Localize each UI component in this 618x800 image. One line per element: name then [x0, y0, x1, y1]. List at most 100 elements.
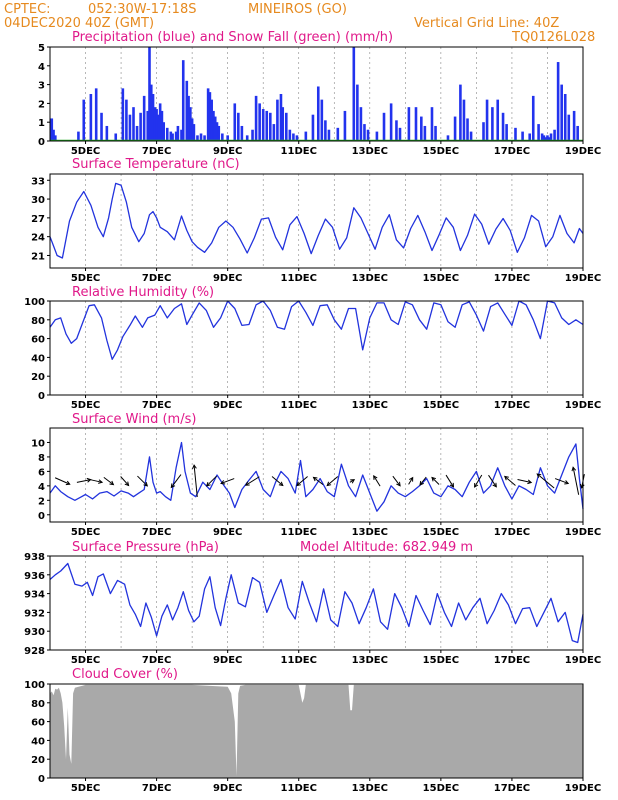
wind-xtick-label: 17DEC	[494, 527, 530, 538]
precip-ytick-label: 2	[38, 99, 45, 110]
precip-bar	[352, 47, 356, 141]
precip-bar	[343, 110, 347, 141]
wind-arrow-head	[326, 481, 332, 487]
precip-bar	[196, 135, 199, 141]
precip-bar	[528, 133, 531, 141]
precip-bar	[327, 129, 331, 141]
humidity-xtick-label: 13DEC	[352, 400, 388, 411]
precip-bar	[149, 84, 153, 141]
precip-bar	[221, 133, 224, 141]
humidity-xtick-label: 9DEC	[213, 400, 242, 411]
precip-bar	[336, 127, 340, 141]
wind-arrow	[90, 479, 103, 483]
precip-bar	[190, 118, 194, 141]
temperature-frame	[49, 173, 584, 269]
precip-bar	[540, 133, 544, 141]
precip-bar	[139, 112, 142, 141]
wind-arrow	[554, 478, 569, 484]
wind-arrow-head	[503, 475, 509, 481]
cloud-ytick-label: 20	[31, 755, 45, 766]
pressure-xtick-label: 17DEC	[494, 655, 530, 666]
precip-bar	[265, 110, 269, 141]
wind-arrow	[517, 478, 532, 484]
wind-arrow	[120, 476, 129, 486]
wind-arrow	[54, 477, 70, 485]
precip-bar	[482, 122, 485, 141]
temperature-xtick-label: 19DEC	[565, 273, 601, 284]
precip-bar	[121, 88, 125, 141]
precip-bar	[462, 99, 466, 141]
precip-xtick-label: 9DEC	[213, 146, 242, 157]
humidity-ytick-label: 100	[24, 297, 45, 308]
precip-bar	[94, 88, 98, 141]
humidity-xtick-label: 11DEC	[281, 400, 317, 411]
wind-arrow-head	[474, 482, 479, 488]
source-label: CPTEC:	[4, 2, 51, 17]
pressure-xtick-label: 13DEC	[352, 655, 388, 666]
precip-ytick-label: 0	[38, 137, 45, 148]
wind-arrow-head	[536, 473, 542, 478]
precip-ytick-label: 1	[38, 118, 45, 129]
wind-arrow-head	[143, 481, 149, 487]
precip-bar	[114, 133, 118, 141]
precip-bar	[553, 129, 556, 141]
wind-arrow	[245, 476, 260, 486]
pressure-xtick-label: 7DEC	[142, 655, 171, 666]
precip-bar	[514, 127, 517, 141]
precip-bar	[430, 107, 434, 141]
precip-bar	[212, 110, 215, 141]
cloud-ytick-label: 60	[31, 718, 45, 729]
cloud-title: Cloud Cover (%)	[72, 667, 178, 682]
temperature-ytick-label: 24	[31, 233, 45, 244]
wind-arrow-head	[278, 481, 284, 487]
wind-ytick-label: 0	[38, 511, 45, 522]
precip-bar	[50, 118, 54, 141]
precip-bar	[407, 107, 411, 141]
wind-series-line	[49, 441, 584, 512]
precip-bar	[547, 137, 551, 141]
precip-bar	[132, 107, 135, 141]
precip-xtick-label: 5DEC	[71, 146, 100, 157]
pressure-series-line	[49, 562, 584, 644]
precip-bar	[105, 125, 109, 141]
precip-bar	[459, 84, 462, 141]
wind-arrow-head	[350, 479, 356, 484]
wind-ytick-label: 4	[38, 482, 45, 493]
precip-xtick-label: 15DEC	[423, 146, 459, 157]
precip-bar	[155, 109, 158, 141]
precip-bar	[284, 112, 288, 141]
precip-frame	[49, 46, 584, 142]
precip-bar	[187, 95, 190, 141]
pressure-ytick-label: 932	[24, 608, 45, 619]
precip-bar	[453, 116, 457, 141]
precip-bar	[398, 127, 402, 141]
wind-arrow	[445, 474, 454, 488]
humidity-xtick-label: 15DEC	[423, 400, 459, 411]
precip-bar	[52, 129, 55, 141]
pressure-xtick-label: 11DEC	[281, 655, 317, 666]
precip-bar	[128, 114, 132, 141]
grid-note-label: Vertical Grid Line: 40Z	[414, 16, 559, 31]
temperature-xtick-label: 11DEC	[281, 273, 317, 284]
wind-xtick-label: 5DEC	[71, 527, 100, 538]
wind-arrow	[313, 476, 324, 486]
precip-bar	[203, 135, 206, 141]
precip-bar	[363, 124, 366, 141]
coords-label: 052:30W-17:18S	[88, 2, 196, 17]
humidity-ytick-label: 80	[31, 316, 45, 327]
wind-arrow-head	[396, 481, 401, 487]
wind-arrow-head	[419, 480, 424, 486]
wind-arrow-head	[98, 479, 104, 484]
precip-bar	[292, 133, 295, 141]
precip-bar	[171, 133, 174, 141]
precip-bar	[576, 125, 579, 141]
wind-arrow	[474, 474, 483, 488]
precip-bar	[356, 84, 359, 141]
precip-bar	[185, 80, 189, 141]
humidity-xtick-label: 5DEC	[71, 400, 100, 411]
cloud-xtick-label: 17DEC	[494, 783, 530, 794]
precip-bar	[158, 103, 162, 141]
location-label: MINEIROS (GO)	[248, 2, 347, 17]
humidity-xtick-label: 19DEC	[565, 400, 601, 411]
precip-bar	[208, 92, 212, 141]
